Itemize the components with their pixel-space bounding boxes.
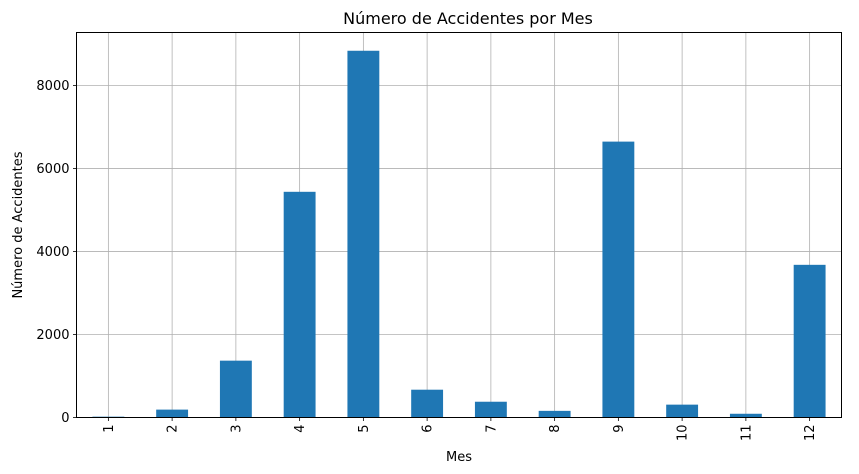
x-tick-label: 9 <box>612 425 627 433</box>
bar-month-11 <box>729 413 762 418</box>
bar-month-4 <box>283 191 316 418</box>
y-tick-label: 6000 <box>36 162 69 177</box>
y-axis-label: Número de Accidentes <box>11 151 26 298</box>
bars <box>92 50 826 418</box>
chart-title: Número de Accidentes por Mes <box>343 9 593 28</box>
x-tick-label: 11 <box>739 425 754 442</box>
y-axis-ticks: 0 2000 4000 6000 8000 <box>36 79 77 426</box>
bar-month-6 <box>411 389 444 418</box>
x-tick-label: 5 <box>357 425 372 433</box>
x-tick-label: 2 <box>166 425 181 433</box>
grid-lines <box>76 32 842 418</box>
bar-month-7 <box>474 401 507 418</box>
y-tick-label: 4000 <box>36 245 69 260</box>
x-tick-label: 3 <box>229 425 244 433</box>
x-tick-label: 10 <box>676 425 691 442</box>
x-tick-label: 7 <box>484 425 499 433</box>
bar-month-3 <box>219 360 252 418</box>
plot-frame <box>76 32 842 418</box>
bar-month-5 <box>347 50 380 418</box>
y-tick-label: 8000 <box>36 79 69 94</box>
bar-month-8 <box>538 410 571 418</box>
x-tick-label: 8 <box>548 425 563 433</box>
bar-month-9 <box>602 141 635 418</box>
y-tick-label: 2000 <box>36 328 69 343</box>
bar-month-2 <box>156 409 189 418</box>
x-axis-ticks: 1 2 3 4 5 6 7 8 9 10 11 12 <box>102 417 818 442</box>
x-tick-label: 1 <box>102 425 117 433</box>
x-tick-label: 6 <box>421 425 436 433</box>
x-tick-label: 12 <box>803 425 818 442</box>
x-axis-label: Mes <box>446 450 472 465</box>
x-tick-label: 4 <box>293 425 308 433</box>
bar-month-10 <box>666 404 699 418</box>
bar-month-12 <box>793 264 826 418</box>
y-tick-label: 0 <box>61 411 69 426</box>
